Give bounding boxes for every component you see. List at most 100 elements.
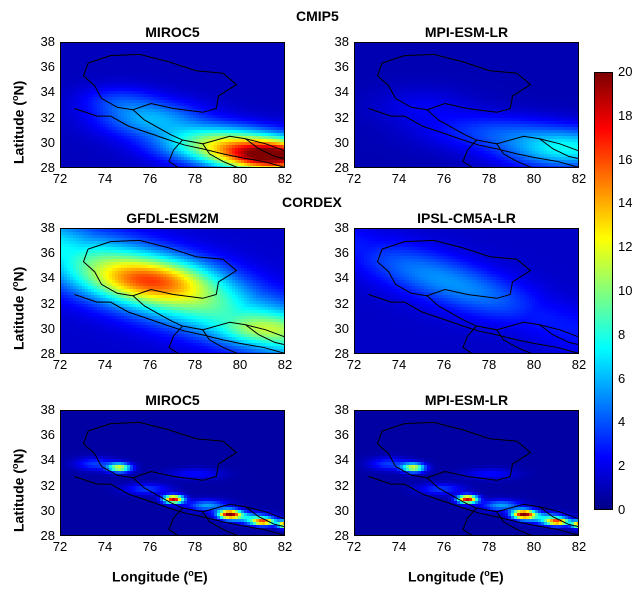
y-tick-label: 36 bbox=[334, 427, 349, 443]
region-boundary bbox=[376, 421, 532, 481]
heatmap-svg bbox=[355, 229, 578, 353]
heatmap-panel-miroc5-cmip5 bbox=[60, 42, 285, 168]
y-tick-label: 28 bbox=[334, 160, 349, 175]
x-tick-label: 74 bbox=[391, 171, 407, 186]
y-tick-label: 36 bbox=[334, 245, 349, 261]
region-boundary bbox=[496, 143, 532, 167]
x-tick-label: 74 bbox=[97, 171, 113, 186]
region-boundary bbox=[74, 476, 111, 485]
heatmap-svg bbox=[61, 43, 284, 167]
y-tick-label: 38 bbox=[334, 402, 349, 417]
y-tick-label: 38 bbox=[40, 34, 55, 49]
region-boundary bbox=[82, 421, 238, 481]
y-tick-label: 32 bbox=[40, 295, 55, 311]
x-tick-label: 74 bbox=[97, 539, 113, 554]
x-tick-label: 80 bbox=[526, 539, 542, 554]
colorbar-tick-label: 10 bbox=[618, 283, 633, 298]
x-tick-label: 76 bbox=[436, 171, 452, 186]
region-boundary bbox=[368, 476, 405, 485]
x-axis-label-right: Longitude (oE) bbox=[408, 568, 504, 585]
x-tick-label: 80 bbox=[526, 171, 542, 186]
x-tick-label: 82 bbox=[277, 539, 293, 554]
y-axis-label-row2: Latitude (oN) bbox=[10, 266, 27, 350]
colorbar-tick-label: 20 bbox=[618, 64, 633, 79]
x-tick-label: 74 bbox=[391, 539, 407, 554]
y-tick-label: 34 bbox=[40, 84, 55, 100]
y-tick-label: 38 bbox=[40, 220, 55, 235]
x-tick-label: 82 bbox=[571, 539, 587, 554]
x-tick-label: 72 bbox=[346, 171, 362, 186]
region-boundary bbox=[202, 329, 238, 353]
region-boundary bbox=[110, 301, 284, 353]
region-boundary bbox=[202, 143, 238, 167]
y-tick-label: 30 bbox=[40, 320, 55, 336]
x-tick-label: 74 bbox=[97, 357, 113, 372]
heatmap-panel-gfdl-cordex bbox=[60, 228, 285, 354]
colorbar-tick-label: 16 bbox=[618, 151, 633, 167]
x-axis-label-left: Longitude (oE) bbox=[112, 568, 208, 585]
x-tick-label: 80 bbox=[232, 357, 248, 372]
x-tick-label: 80 bbox=[232, 539, 248, 554]
region-boundary bbox=[404, 483, 578, 535]
region-boundary bbox=[74, 108, 111, 117]
x-tick-label: 78 bbox=[481, 539, 497, 554]
heatmap-svg bbox=[355, 411, 578, 535]
y-tick-label: 32 bbox=[40, 109, 55, 125]
y-tick-label: 28 bbox=[40, 528, 55, 543]
y-tick-label: 30 bbox=[334, 320, 349, 336]
region-boundary bbox=[132, 295, 284, 338]
region-boundary bbox=[82, 239, 238, 299]
panel-title-mpi-cmip5: MPI-ESM-LR bbox=[424, 24, 509, 40]
y-tick-label: 30 bbox=[40, 502, 55, 518]
heatmap-panel-ipsl-cordex bbox=[354, 228, 579, 354]
region-boundary bbox=[496, 511, 532, 535]
y-tick-label: 38 bbox=[334, 220, 349, 235]
y-tick-label: 30 bbox=[40, 134, 55, 150]
colorbar-tick-label: 12 bbox=[618, 239, 633, 255]
x-tick-label: 82 bbox=[571, 357, 587, 372]
region-boundary bbox=[462, 325, 477, 353]
region-boundary bbox=[368, 294, 405, 303]
region-boundary bbox=[496, 329, 532, 353]
region-boundary bbox=[376, 239, 532, 299]
x-tick-label: 72 bbox=[52, 357, 68, 372]
panel-title-miroc5-bottom: MIROC5 bbox=[145, 392, 200, 408]
y-tick-label: 36 bbox=[40, 245, 55, 261]
colorbar-tick-label: 2 bbox=[618, 458, 626, 474]
y-tick-label: 28 bbox=[40, 346, 55, 361]
region-boundary bbox=[82, 53, 238, 113]
region-boundary bbox=[426, 477, 578, 520]
y-tick-label: 34 bbox=[40, 270, 55, 286]
region-boundary bbox=[245, 506, 284, 527]
region-boundary bbox=[404, 115, 578, 167]
y-tick-label: 30 bbox=[334, 502, 349, 518]
heatmap-svg bbox=[355, 43, 578, 167]
region-boundary bbox=[245, 324, 284, 345]
x-tick-label: 78 bbox=[187, 171, 203, 186]
region-boundary bbox=[426, 295, 578, 338]
group-title-cordex: CORDEX bbox=[282, 194, 342, 210]
y-tick-label: 38 bbox=[40, 402, 55, 417]
y-tick-label: 34 bbox=[334, 270, 349, 286]
x-tick-label: 76 bbox=[142, 171, 158, 186]
y-axis-label-row1: Latitude (oN) bbox=[10, 80, 27, 164]
colorbar bbox=[594, 72, 613, 510]
y-axis-label-row3: Latitude (oN) bbox=[10, 448, 27, 532]
x-tick-label: 76 bbox=[142, 357, 158, 372]
region-boundary bbox=[132, 477, 284, 520]
heatmap-svg bbox=[61, 229, 284, 353]
y-tick-label: 38 bbox=[334, 34, 349, 49]
y-tick-label: 34 bbox=[40, 452, 55, 468]
x-tick-label: 78 bbox=[187, 357, 203, 372]
x-tick-label: 78 bbox=[481, 171, 497, 186]
panel-title-miroc5-cmip5: MIROC5 bbox=[145, 24, 200, 40]
x-tick-label: 82 bbox=[571, 171, 587, 186]
panel-title-ipsl-cordex: IPSL-CM5A-LR bbox=[417, 210, 516, 226]
y-tick-label: 32 bbox=[334, 109, 349, 125]
colorbar-gradient bbox=[595, 73, 612, 509]
colorbar-tick-label: 18 bbox=[618, 107, 633, 123]
heatmap-panel-mpi-cmip5 bbox=[354, 42, 579, 168]
region-boundary bbox=[404, 301, 578, 353]
x-tick-label: 78 bbox=[481, 357, 497, 372]
x-tick-label: 76 bbox=[436, 357, 452, 372]
